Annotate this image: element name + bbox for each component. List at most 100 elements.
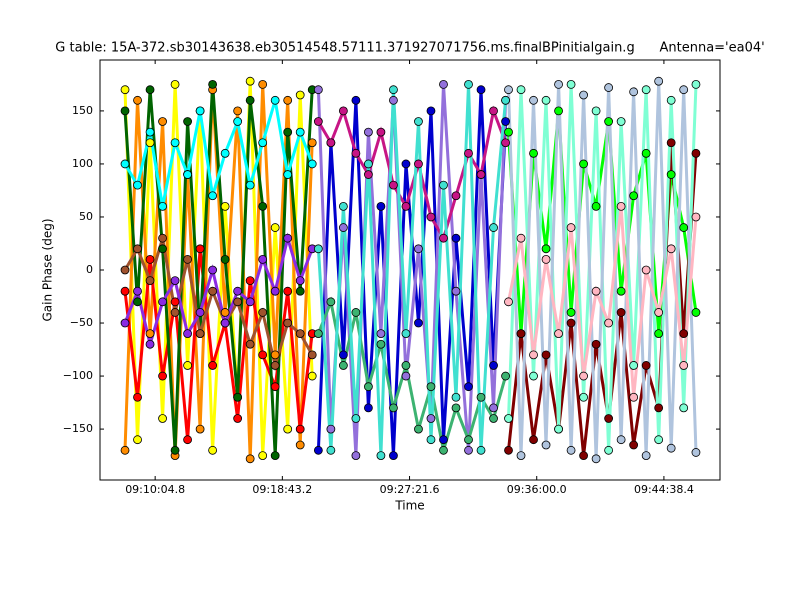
data-point <box>170 308 180 317</box>
data-point <box>258 350 268 360</box>
data-point <box>270 382 280 392</box>
data-point <box>504 127 513 137</box>
data-point <box>133 95 142 105</box>
data-point <box>170 297 180 307</box>
data-point <box>641 451 651 461</box>
data-point <box>313 329 323 339</box>
data-point <box>283 95 293 105</box>
data-point <box>579 451 588 461</box>
data-point <box>516 85 526 95</box>
data-point <box>258 201 268 211</box>
data-point <box>679 361 689 370</box>
data-point <box>220 148 230 158</box>
data-point <box>307 138 317 148</box>
data-point <box>258 79 268 89</box>
data-point <box>351 308 361 317</box>
data-point <box>283 127 293 137</box>
data-point <box>270 95 280 105</box>
data-point <box>133 244 142 254</box>
data-point <box>170 276 180 286</box>
series-line <box>316 84 508 456</box>
data-point <box>616 308 626 317</box>
data-point <box>313 117 323 126</box>
data-point <box>529 350 538 360</box>
data-point <box>376 201 386 211</box>
data-point <box>604 318 614 328</box>
data-point <box>183 254 192 264</box>
data-point <box>691 79 701 89</box>
data-point <box>464 382 473 392</box>
plot-area <box>120 76 701 464</box>
data-point <box>270 286 280 296</box>
data-point <box>120 445 130 455</box>
data-point <box>326 297 336 307</box>
series-line <box>123 232 314 351</box>
data-point <box>245 454 255 464</box>
data-point <box>451 233 461 243</box>
data-point <box>295 329 305 339</box>
data-point <box>133 286 142 296</box>
data-point <box>170 138 180 148</box>
data-point <box>439 180 448 190</box>
data-point <box>691 148 701 158</box>
data-point <box>233 414 243 423</box>
data-point <box>170 79 180 89</box>
data-point <box>351 414 361 423</box>
data-point <box>158 414 167 423</box>
data-point <box>158 201 167 211</box>
data-point <box>516 329 526 339</box>
data-point <box>270 451 280 461</box>
data-point <box>516 233 526 243</box>
data-point <box>120 265 130 275</box>
data-point <box>591 339 601 349</box>
data-point <box>283 424 293 434</box>
data-point <box>489 403 498 413</box>
data-point <box>195 308 205 317</box>
series-line <box>123 84 314 459</box>
data-point <box>389 403 398 413</box>
data-point <box>641 148 651 158</box>
data-point <box>426 414 436 423</box>
data-point <box>145 339 155 349</box>
data-point <box>541 254 551 264</box>
data-point <box>245 276 255 286</box>
data-point <box>195 106 205 116</box>
data-point <box>220 308 230 317</box>
data-point <box>401 201 411 211</box>
data-point <box>451 286 461 296</box>
data-point <box>476 445 486 455</box>
data-point <box>629 392 639 402</box>
data-point <box>654 329 664 339</box>
y-tick-label: −100 <box>63 369 93 382</box>
series-line <box>507 81 698 459</box>
data-point <box>654 435 664 445</box>
data-point <box>641 265 651 275</box>
data-point <box>666 170 676 179</box>
data-point <box>183 361 192 370</box>
y-tick-label: 150 <box>72 104 93 117</box>
data-point <box>501 138 510 148</box>
data-point <box>133 297 142 307</box>
data-point <box>326 138 336 148</box>
data-point <box>258 308 268 317</box>
data-point <box>145 85 155 95</box>
data-point <box>654 308 664 317</box>
chart-title: G table: 15A-372.sb30143638.eb30514548.5… <box>55 41 764 56</box>
data-point <box>220 201 230 211</box>
data-point <box>666 244 676 254</box>
data-point <box>351 451 361 461</box>
data-point <box>679 329 689 339</box>
data-point <box>233 106 243 116</box>
data-point <box>439 445 448 455</box>
y-axis-label: Gain Phase (deg) <box>41 218 55 321</box>
data-point <box>270 223 280 232</box>
data-point <box>307 371 317 381</box>
data-point <box>616 117 626 126</box>
data-point <box>183 329 192 339</box>
data-point <box>270 350 280 360</box>
data-point <box>566 223 576 232</box>
data-point <box>270 361 280 370</box>
data-point <box>504 297 513 307</box>
data-point <box>145 276 155 286</box>
data-point <box>489 223 498 232</box>
